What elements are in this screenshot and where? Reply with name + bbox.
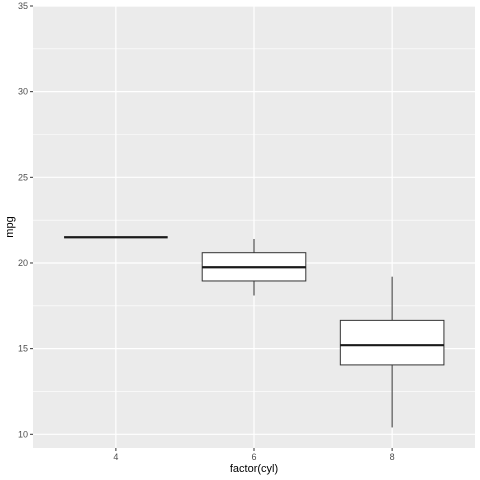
y-tick-label: 10 [18,429,28,439]
x-tick-label: 8 [390,452,395,462]
y-tick-label: 30 [18,87,28,97]
y-tick-label: 20 [18,258,28,268]
box-iqr [339,319,445,366]
y-tick-label: 25 [18,172,28,182]
box-6 [201,238,307,296]
boxplot-boxes [64,236,445,428]
x-tick-label: 6 [251,452,256,462]
y-tick-label: 35 [18,1,28,11]
box-8 [339,276,445,428]
y-axis-title: mpg [4,216,16,237]
x-axis-ticks: 4 6 8 [113,448,395,462]
x-axis-title: factor(cyl) [230,463,278,475]
y-axis-ticks: 10 15 20 25 30 35 [18,1,33,439]
x-tick-label: 4 [113,452,118,462]
y-tick-label: 15 [18,344,28,354]
